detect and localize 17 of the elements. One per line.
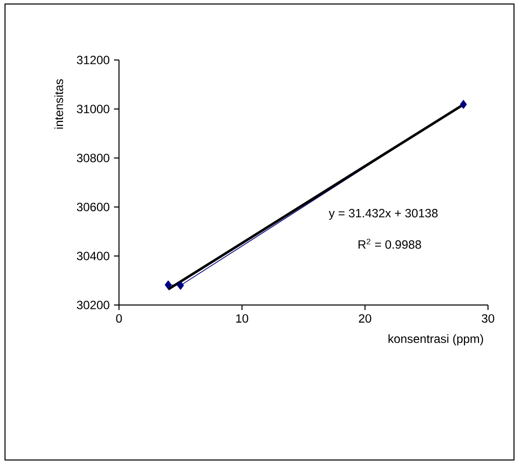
point (460, 100, 467, 109)
annotation: y = 31.432x + 30138 (328, 208, 438, 220)
x-tick-label: 30 (482, 314, 494, 323)
y-tick-label: 31000 (76, 104, 110, 114)
point (164, 280, 172, 290)
y-axis-title: intensitas (54, 79, 64, 129)
y-tick-label: 31200 (76, 56, 110, 64)
point (177, 281, 184, 290)
y-tick-label: 30800 (76, 154, 110, 162)
x-tick-label: 0 (116, 314, 122, 323)
y-tick-label: 30600 (76, 202, 110, 212)
y-tick-label: 30400 (76, 252, 110, 260)
x-tick-label: 10 (236, 314, 248, 323)
y-tick-label: 30200 (76, 300, 110, 310)
annotation: R$^{2}$ = 0.9988 (358, 238, 422, 249)
x-axis-title: konsentrasi (ppm) (388, 334, 484, 346)
x-tick-label: 20 (358, 314, 372, 323)
